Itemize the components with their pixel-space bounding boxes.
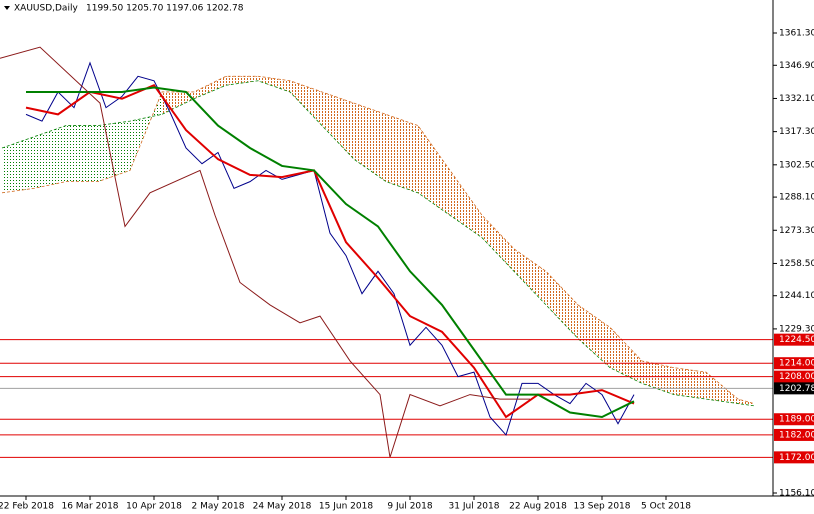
cloud-segment (674, 367, 706, 400)
x-tick-label: 22 Feb 2018 (0, 502, 54, 512)
series-line (25, 83, 635, 419)
cloud-segment (66, 125, 98, 182)
current-price-box (774, 382, 814, 395)
cloud-segment (194, 76, 226, 99)
level-label-box (774, 451, 814, 464)
cloud-segment (386, 114, 418, 193)
cloud-segment (34, 125, 66, 189)
level-label: 1182.00 (779, 430, 814, 440)
x-tick-label: 24 May 2018 (253, 502, 312, 512)
cloud-segment (546, 271, 578, 339)
y-tick-label: 1273.30 (779, 226, 814, 236)
level-label-box (774, 413, 814, 426)
x-tick-label: 16 Mar 2018 (61, 502, 118, 512)
cloud-segment (226, 76, 258, 86)
cloud-segment (578, 304, 610, 368)
x-tick-label: 9 Jul 2018 (387, 502, 432, 512)
level-label-box (774, 370, 814, 383)
series-line (25, 61, 635, 436)
cloud-segment (514, 248, 546, 305)
x-tick-label: 22 Aug 2018 (509, 502, 567, 512)
cloud-segment (610, 327, 642, 384)
chart-title: XAUUSD,Daily (14, 4, 78, 14)
cloud-segment (98, 121, 130, 182)
y-tick-label: 1317.30 (779, 127, 814, 137)
cloud-segment (354, 103, 386, 182)
x-tick-label: 15 Jun 2018 (319, 502, 373, 512)
x-tick-label: 2 May 2018 (192, 502, 245, 512)
cloud-segment (322, 91, 354, 160)
y-tick-label: 1288.10 (779, 193, 814, 203)
cloud-segment (482, 215, 514, 272)
cloud-segment (2, 136, 34, 193)
level-label: 1172.00 (779, 453, 814, 463)
x-tick-label: 31 Jul 2018 (449, 502, 500, 512)
header-quote: 1199.50 1205.70 1197.06 1202.78 (86, 4, 244, 14)
series-line (26, 86, 635, 419)
level-label-box (774, 357, 814, 370)
y-tick-label: 1258.50 (779, 259, 814, 269)
level-label: 1214.00 (779, 359, 814, 369)
x-tick-label: 5 Oct 2018 (641, 502, 691, 512)
y-tick-label: 1156.10 (779, 488, 814, 498)
series-line (0, 46, 530, 458)
y-tick-label: 1346.90 (779, 61, 814, 71)
level-label: 1208.00 (779, 372, 814, 382)
y-tick-label: 1302.50 (779, 160, 814, 170)
y-tick-label: 1332.10 (779, 94, 814, 104)
cloud-segment (130, 91, 162, 171)
level-label: 1189.00 (779, 415, 814, 425)
y-tick-label: 1229.30 (779, 324, 814, 334)
y-tick-label: 1244.10 (779, 291, 814, 301)
symbol-arrow (4, 6, 10, 10)
cloud-segment (258, 76, 290, 92)
level-label-box (774, 333, 814, 346)
x-tick-label: 13 Sep 2018 (573, 502, 630, 512)
cloud-segment (418, 125, 450, 216)
cloud-edge (1, 75, 755, 404)
current-price-label: 1202.78 (779, 384, 814, 394)
cloud-segment (290, 80, 322, 126)
level-label-box (774, 428, 814, 441)
cloud-segment (642, 360, 674, 395)
cloud-edge (1, 80, 755, 407)
x-tick-label: 10 Apr 2018 (126, 502, 182, 512)
y-tick-label: 1361.30 (779, 28, 814, 38)
plot-area (0, 46, 773, 458)
level-label: 1224.50 (779, 335, 814, 345)
